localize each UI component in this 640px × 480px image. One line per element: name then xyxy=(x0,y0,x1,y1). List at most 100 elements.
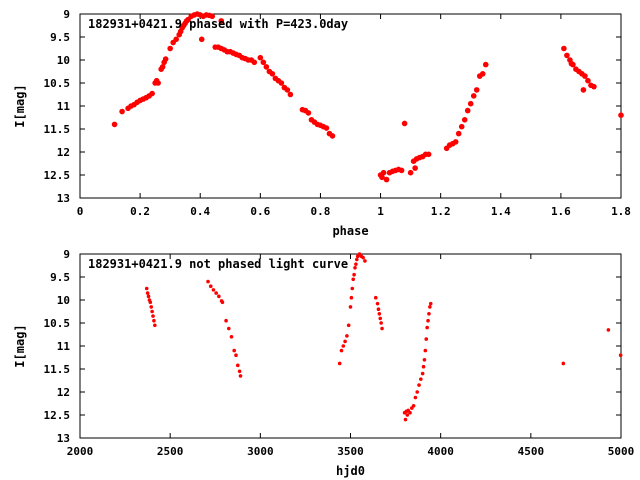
chart-2-data-point xyxy=(343,339,347,344)
chart-2-data-point xyxy=(606,328,611,332)
chart-1-data-point xyxy=(257,54,264,61)
chart-2-data-point xyxy=(339,348,344,353)
chart-2-data-point xyxy=(150,309,154,314)
chart-1-data-point xyxy=(458,123,465,130)
chart-2-y-tick-label: 13 xyxy=(57,432,70,445)
chart-1-y-axis-label: I[mag] xyxy=(13,84,27,127)
chart-2-data-point xyxy=(224,318,228,323)
chart-2-data-point xyxy=(419,377,423,381)
chart-1-data-point xyxy=(452,139,459,145)
chart-1-data-point xyxy=(278,80,285,86)
chart-2-data-point xyxy=(377,312,382,316)
chart-2-data-point xyxy=(561,361,566,366)
chart-2-data-point xyxy=(421,364,426,369)
chart-1-data-point xyxy=(455,130,462,137)
chart-2-data-point xyxy=(408,410,412,415)
chart-1-x-tick-label: 0.4 xyxy=(190,205,210,218)
chart-2-data-point xyxy=(405,413,410,417)
chart-1-y-tick-label: 11.5 xyxy=(44,123,71,136)
chart-2-data-point xyxy=(211,288,216,292)
chart-2-data-point xyxy=(152,318,156,323)
chart-1-data-point xyxy=(155,80,161,86)
chart-2-data-point xyxy=(226,326,231,331)
chart-2-y-tick-label: 11.5 xyxy=(44,363,71,376)
chart-2-data-point xyxy=(420,371,425,376)
chart-1-data-point xyxy=(467,100,474,107)
chart-1-data-point xyxy=(251,59,258,66)
chart-2-y-axis-label: I[mag] xyxy=(13,324,27,367)
chart-2-x-tick-label: 2500 xyxy=(157,445,184,458)
chart-1-y-tick-label: 10.5 xyxy=(44,77,71,90)
chart-1-x-tick-label: 0.2 xyxy=(130,205,150,218)
chart-1-data-point xyxy=(198,36,205,43)
chart-2-data-point xyxy=(378,316,383,321)
chart-2-title: 182931+0421.9 not phased light curve xyxy=(88,257,348,271)
chart-1-data-point xyxy=(218,18,225,24)
chart-1-data-point xyxy=(379,174,385,181)
chart-2-data-point xyxy=(413,395,418,400)
chart-1-data-point xyxy=(287,91,294,98)
chart-1-y-tick-label: 9.5 xyxy=(50,31,70,44)
chart-1-data-point xyxy=(162,56,169,62)
chart-2-data-point xyxy=(345,334,349,338)
chart-1-data-point xyxy=(580,87,587,93)
chart-2-data-point xyxy=(373,295,378,300)
chart-1-data-point xyxy=(159,64,166,70)
chart-2-data-point xyxy=(423,348,428,353)
chart-1-data-point xyxy=(585,77,591,84)
chart-2-data-point xyxy=(403,417,408,422)
chart-1-data-point xyxy=(582,73,588,79)
chart-2-y-tick-label: 12.5 xyxy=(44,409,71,422)
chart-1-y-tick-label: 12 xyxy=(57,146,70,159)
chart-2-data-point xyxy=(424,337,429,341)
chart-2-data-point xyxy=(350,286,355,291)
chart-2-y-tick-label: 11 xyxy=(57,340,71,353)
chart-1-x-tick-label: 0.6 xyxy=(250,205,270,218)
chart-2-data-point xyxy=(428,305,432,309)
chart-1-y-tick-label: 11 xyxy=(57,100,71,113)
chart-1-data-point xyxy=(398,167,405,174)
chart-2-data-point xyxy=(427,312,431,316)
chart-2-data-point xyxy=(380,326,384,331)
chart-2-data-point xyxy=(353,266,357,270)
chart-2-x-tick-label: 4500 xyxy=(518,445,545,458)
chart-2-data-point xyxy=(337,361,342,366)
chart-1-data-point xyxy=(407,169,414,176)
chart-1-data-point xyxy=(380,169,387,176)
chart-2-data-point xyxy=(379,321,383,325)
chart-1-x-tick-label: 1.4 xyxy=(491,205,511,218)
chart-2-data-point xyxy=(145,291,150,295)
chart-1-data-point xyxy=(269,71,276,77)
chart-2-x-tick-label: 2000 xyxy=(67,445,94,458)
chart-1-data-point xyxy=(464,107,471,114)
chart-2-data-point xyxy=(151,314,155,318)
chart-2-data-point xyxy=(363,259,367,263)
chart-2-data-point xyxy=(144,286,149,291)
chart-2-data-point xyxy=(220,300,225,305)
chart-1-x-tick-label: 1 xyxy=(377,205,384,218)
chart-2-data-point xyxy=(217,294,221,299)
chart-1-data-point xyxy=(329,133,336,139)
chart-1-data-point xyxy=(383,176,390,183)
chart-2-data-point xyxy=(341,344,346,348)
chart-2-data-point xyxy=(238,374,243,378)
chart-2-data-point xyxy=(352,272,356,277)
chart-1-x-tick-label: 1.2 xyxy=(431,205,451,218)
chart-1-data-point xyxy=(473,87,480,93)
chart-1-data-point xyxy=(111,121,118,128)
chart-1-y-tick-label: 10 xyxy=(57,54,70,67)
chart-2-data-point xyxy=(206,279,210,284)
chart-2-data-point xyxy=(214,291,218,295)
chart-1-data-point xyxy=(618,112,624,118)
chart-1-data-point xyxy=(479,71,486,77)
chart-2-data-point xyxy=(229,335,234,339)
chart-2-data-point xyxy=(354,262,358,266)
chart-1-x-tick-label: 1.6 xyxy=(551,205,571,218)
chart-1-data-point xyxy=(570,61,576,68)
chart-2-data-point xyxy=(146,294,151,299)
chart-2-data-point xyxy=(417,383,421,387)
chart-2-y-tick-label: 9 xyxy=(63,248,70,261)
chart-1-data-point xyxy=(173,36,179,43)
chart-2-x-tick-label: 4000 xyxy=(427,445,454,458)
